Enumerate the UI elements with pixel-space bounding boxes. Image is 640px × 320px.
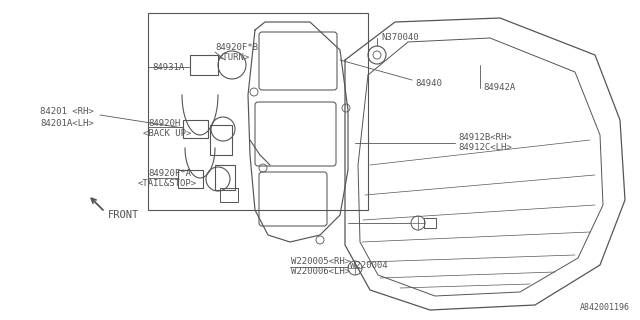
Text: 84920F*A: 84920F*A: [148, 169, 191, 178]
Bar: [424, 218, 436, 228]
Bar: [210, 125, 232, 155]
Text: 84931A: 84931A: [152, 62, 184, 71]
Text: N370040: N370040: [381, 34, 419, 43]
Text: 84920F*B: 84920F*B: [215, 44, 258, 52]
Text: W220005<RH>: W220005<RH>: [291, 258, 350, 267]
Text: A842001196: A842001196: [580, 303, 630, 312]
Text: 84201 <RH>: 84201 <RH>: [40, 108, 93, 116]
Text: 84920H: 84920H: [148, 118, 180, 127]
Text: W220006<LH>: W220006<LH>: [291, 268, 350, 276]
Text: 84942A: 84942A: [483, 84, 515, 92]
Text: <BACK UP>: <BACK UP>: [143, 129, 191, 138]
Text: 84912B<RH>: 84912B<RH>: [458, 133, 512, 142]
Text: 84201A<LH>: 84201A<LH>: [40, 118, 93, 127]
Text: <TURN>: <TURN>: [218, 53, 250, 62]
Bar: [190, 55, 218, 75]
Bar: [215, 165, 235, 190]
Bar: [178, 170, 203, 188]
Bar: [183, 120, 208, 138]
Text: W220004: W220004: [350, 260, 388, 269]
Text: 84940: 84940: [415, 78, 442, 87]
Bar: [148, 13, 368, 210]
Bar: [220, 188, 238, 202]
Text: 84912C<LH>: 84912C<LH>: [458, 143, 512, 153]
Text: FRONT: FRONT: [108, 210, 140, 220]
Text: <TAIL&STOP>: <TAIL&STOP>: [138, 179, 197, 188]
